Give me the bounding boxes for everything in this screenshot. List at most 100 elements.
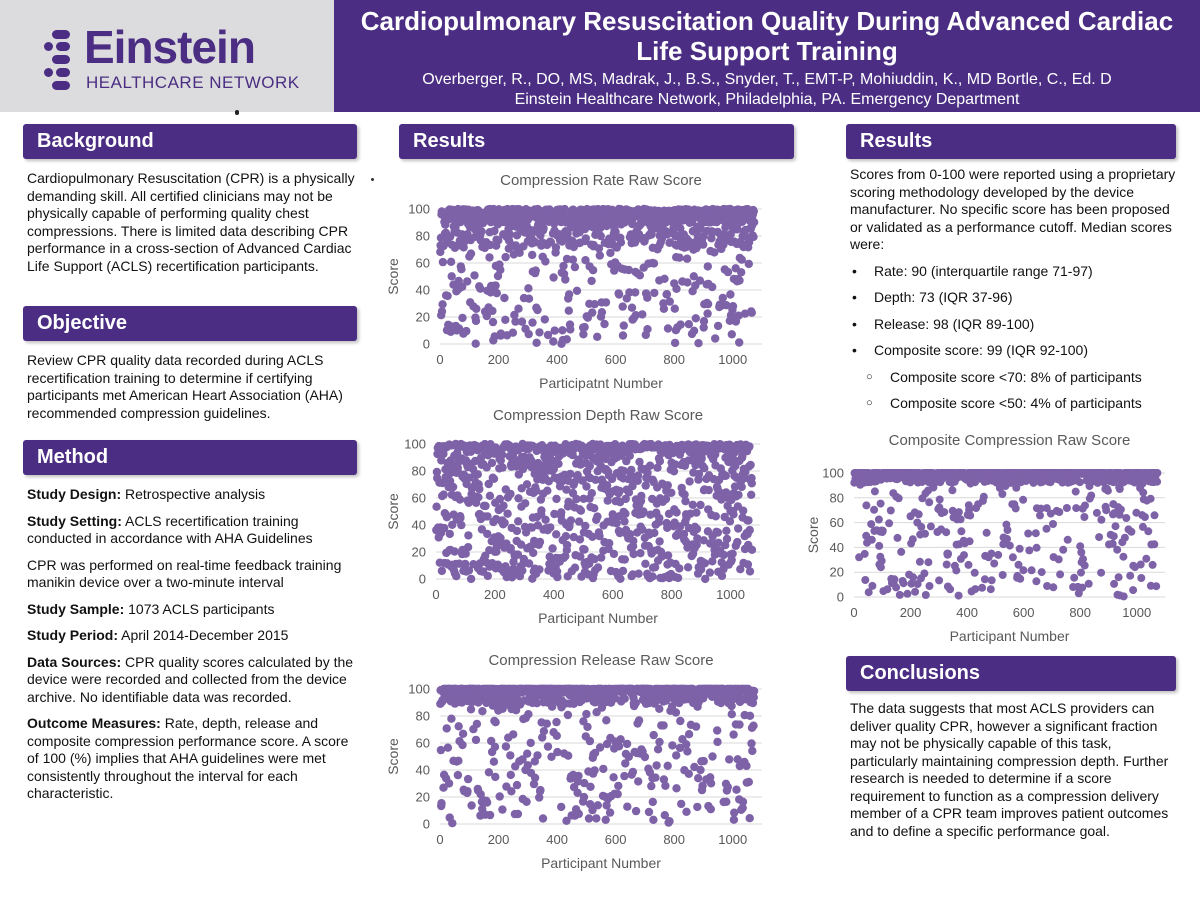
chart-release-point bbox=[723, 782, 732, 792]
chart-rate-point bbox=[638, 310, 647, 319]
chart-composite-point bbox=[1108, 539, 1117, 548]
chart-depth-point bbox=[554, 459, 563, 468]
chart-depth-point bbox=[633, 471, 643, 480]
chart-release-point bbox=[653, 745, 663, 754]
chart-release-point bbox=[582, 709, 591, 719]
chart-depth-point bbox=[621, 509, 630, 518]
chart-depth-point bbox=[625, 530, 635, 539]
chart-release-point bbox=[501, 742, 511, 751]
chart-release-point bbox=[628, 767, 638, 777]
chart-composite-point bbox=[892, 583, 901, 592]
chart-depth-point bbox=[474, 493, 483, 502]
chart-release-point bbox=[640, 752, 650, 762]
chart-rate-point bbox=[514, 304, 523, 313]
chart-depth-point bbox=[461, 559, 470, 569]
chart-depth-point bbox=[641, 559, 650, 568]
chart-depth-ylabel: Score bbox=[385, 493, 401, 530]
chart-composite-point bbox=[1075, 478, 1084, 487]
chart-release-point bbox=[649, 730, 658, 740]
chart-rate-point bbox=[566, 223, 576, 232]
chart-composite-point bbox=[1005, 541, 1014, 550]
chart-release-point bbox=[663, 761, 672, 770]
chart-composite-point bbox=[1054, 555, 1063, 564]
objective-text: Review CPR quality data recorded during … bbox=[27, 352, 343, 421]
chart-depth-point bbox=[637, 491, 646, 501]
poster-title-line2: Life Support Training bbox=[636, 36, 898, 66]
chart-depth-point bbox=[448, 482, 458, 492]
chart-rate-point bbox=[539, 224, 548, 233]
chart-composite-point bbox=[1079, 555, 1087, 564]
chart-release-point bbox=[523, 749, 532, 758]
chart-depth-point bbox=[635, 457, 644, 467]
chart-release-point bbox=[524, 710, 533, 719]
chart-depth-point bbox=[432, 502, 441, 511]
chart-rate-point bbox=[749, 218, 759, 227]
chart-composite-point bbox=[915, 557, 924, 566]
chart-depth-point bbox=[657, 552, 666, 561]
chart-composite-point bbox=[1015, 544, 1024, 553]
chart-depth-point bbox=[572, 494, 581, 504]
chart-depth-point bbox=[456, 513, 465, 523]
chart-release-xtick-label: 200 bbox=[488, 832, 510, 847]
chart-release-point bbox=[535, 793, 544, 802]
chart-composite-point bbox=[897, 547, 906, 556]
chart-release-point bbox=[729, 730, 738, 739]
chart-depth-point bbox=[475, 484, 484, 494]
chart-composite-point bbox=[874, 515, 883, 524]
chart-composite-point bbox=[1110, 579, 1119, 588]
chart-rate-point bbox=[659, 304, 669, 313]
chart-release-point bbox=[696, 765, 705, 775]
chart-composite-ytick-label: 40 bbox=[830, 540, 844, 555]
poster-title: Cardiopulmonary Resuscitation Quality Du… bbox=[334, 0, 1200, 66]
chart-rate-point bbox=[524, 284, 533, 293]
chart-release-points bbox=[436, 684, 759, 828]
chart-release-point bbox=[523, 761, 532, 770]
chart-composite-point bbox=[1063, 535, 1072, 544]
chart-depth-point bbox=[655, 457, 665, 466]
chart-depth-point bbox=[669, 467, 679, 476]
chart-rate-point bbox=[566, 325, 575, 334]
chart-release-point bbox=[507, 787, 516, 796]
chart-composite-point bbox=[864, 588, 873, 597]
chart-rate-point bbox=[501, 252, 510, 262]
chart-depth-point bbox=[713, 528, 723, 537]
chart-depth-point bbox=[576, 506, 586, 515]
chart-release-point bbox=[454, 756, 463, 765]
chart-release-point bbox=[491, 772, 500, 782]
chart-rate-point bbox=[749, 207, 758, 216]
chart-release-point bbox=[466, 705, 476, 714]
conclusions-text: The data suggests that most ACLS provide… bbox=[850, 700, 1169, 839]
chart-release-point bbox=[444, 779, 454, 788]
chart-composite-point bbox=[954, 591, 963, 600]
chart-composite-point bbox=[1138, 522, 1147, 531]
chart-rate-point bbox=[528, 318, 537, 327]
chart-depth-point bbox=[711, 512, 720, 521]
chart-composite-point bbox=[1056, 570, 1065, 579]
chart-depth-point bbox=[483, 529, 492, 539]
chart-rate-point bbox=[747, 308, 756, 317]
chart-release-point bbox=[672, 751, 681, 760]
chart-rate-point bbox=[595, 251, 604, 260]
chart-depth-point bbox=[694, 469, 704, 479]
chart-depth-point bbox=[706, 539, 715, 548]
chart-rate-point bbox=[635, 271, 645, 280]
chart-depth-point bbox=[506, 544, 515, 553]
chart-depth-point bbox=[719, 550, 728, 560]
chart-release-point bbox=[713, 726, 722, 735]
chart-depth-point bbox=[675, 564, 684, 573]
chart-composite-point bbox=[1092, 508, 1101, 517]
results-right-text: Scores from 0-100 were reported using a … bbox=[850, 166, 1180, 422]
chart-rate-point bbox=[524, 294, 534, 303]
chart-rate-xtick-label: 1000 bbox=[718, 352, 747, 367]
chart-depth-point bbox=[697, 454, 706, 463]
chart-depth-point bbox=[620, 555, 629, 564]
chart-composite-point bbox=[1042, 524, 1051, 533]
chart-rate-point bbox=[663, 324, 673, 333]
chart-release-point bbox=[661, 781, 670, 790]
chart-rate-point bbox=[533, 305, 542, 315]
chart-release-point bbox=[735, 720, 744, 729]
chart-depth-point bbox=[619, 466, 629, 476]
poster-title-line1: Cardiopulmonary Resuscitation Quality Du… bbox=[360, 6, 1174, 36]
chart-depth-point bbox=[553, 572, 562, 582]
chart-composite-point bbox=[862, 501, 871, 510]
